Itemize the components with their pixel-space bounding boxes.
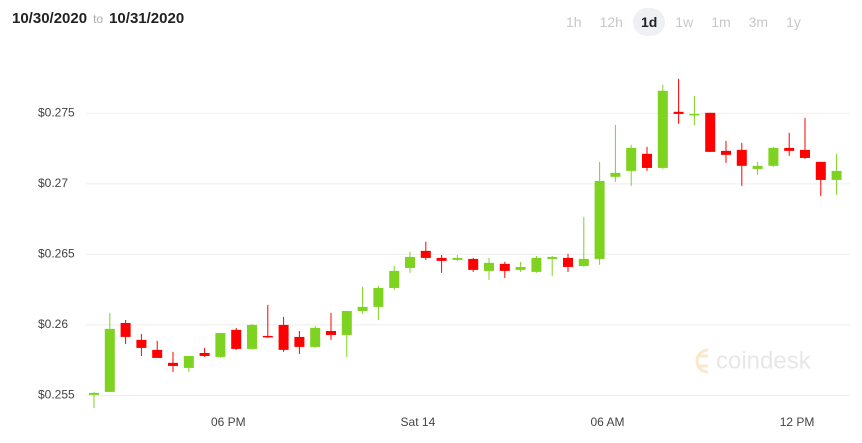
candle-body bbox=[183, 355, 194, 368]
candle-body bbox=[136, 339, 147, 348]
candle-body bbox=[657, 90, 668, 168]
candle-body bbox=[499, 263, 510, 271]
y-tick-label: $0.275 bbox=[38, 106, 75, 120]
candle-body bbox=[357, 306, 368, 311]
candle-body bbox=[405, 256, 415, 268]
y-tick-label: $0.26 bbox=[38, 317, 68, 331]
range-button[interactable]: 1y bbox=[786, 14, 801, 30]
date-range: 10/30/2020 to 10/31/2020 bbox=[12, 10, 184, 27]
candle-body bbox=[294, 336, 305, 347]
x-tick-label: 12 PM bbox=[780, 415, 815, 429]
candle-body bbox=[326, 330, 336, 335]
candle-body bbox=[120, 322, 131, 337]
date-connector: to bbox=[93, 12, 104, 26]
candle-body bbox=[389, 270, 400, 288]
candle-body bbox=[231, 329, 242, 349]
candle-body bbox=[452, 257, 463, 260]
candle-body bbox=[89, 392, 99, 395]
candle-body bbox=[247, 324, 257, 349]
range-button[interactable]: 3m bbox=[748, 14, 769, 30]
candle-body bbox=[468, 258, 479, 270]
watermark: coindesk bbox=[695, 347, 812, 374]
x-tick-label: Sat 14 bbox=[401, 415, 436, 429]
range-button[interactable]: 1d bbox=[632, 8, 666, 36]
candle-body bbox=[610, 172, 621, 177]
candle-body bbox=[705, 112, 716, 152]
watermark-logo bbox=[695, 348, 709, 374]
candle-body bbox=[578, 258, 589, 266]
date-from: 10/30/2020 bbox=[12, 10, 88, 27]
date-to: 10/31/2020 bbox=[109, 10, 185, 27]
candle-body bbox=[310, 327, 321, 347]
candle-body bbox=[531, 257, 542, 272]
candle-body bbox=[373, 287, 384, 307]
candle-body bbox=[152, 349, 163, 358]
watermark-text: coindesk bbox=[716, 347, 812, 374]
candle-body bbox=[626, 147, 637, 171]
candle-body bbox=[547, 256, 558, 259]
candle-body bbox=[436, 257, 447, 261]
candle-body bbox=[278, 324, 289, 350]
candle-body bbox=[484, 262, 494, 271]
candle-body bbox=[673, 111, 684, 114]
range-button[interactable]: 12h bbox=[599, 14, 623, 30]
candle-body bbox=[721, 150, 731, 155]
candle-body bbox=[736, 149, 747, 166]
candle-body bbox=[831, 170, 842, 180]
x-tick-label: 06 AM bbox=[590, 415, 624, 429]
candle-body bbox=[594, 180, 605, 259]
range-button[interactable]: 1w bbox=[675, 14, 694, 30]
candle-body bbox=[168, 362, 178, 366]
candle-body bbox=[420, 250, 431, 258]
candle-body bbox=[784, 147, 795, 151]
candle-body bbox=[768, 147, 779, 166]
range-buttons: 1h 12h 1d 1w 1m 3m 1y bbox=[558, 8, 811, 36]
range-button[interactable]: 1h bbox=[566, 14, 582, 30]
candle-body bbox=[104, 328, 115, 392]
candle-body bbox=[689, 113, 700, 116]
candle-body bbox=[642, 153, 652, 168]
range-button[interactable]: 1m bbox=[711, 14, 731, 30]
candle-body bbox=[262, 335, 273, 338]
x-tick-label: 06 PM bbox=[211, 415, 246, 429]
candle-body bbox=[515, 266, 526, 270]
candle-body bbox=[341, 310, 352, 335]
candle-body bbox=[199, 352, 210, 356]
candle-body bbox=[815, 161, 826, 180]
candle-body bbox=[563, 257, 573, 267]
candle-body bbox=[800, 149, 810, 158]
y-tick-label: $0.255 bbox=[38, 388, 75, 402]
candle-body bbox=[215, 332, 226, 357]
candle-body bbox=[752, 165, 763, 169]
y-tick-label: $0.265 bbox=[38, 247, 75, 261]
y-tick-label: $0.27 bbox=[38, 176, 68, 190]
